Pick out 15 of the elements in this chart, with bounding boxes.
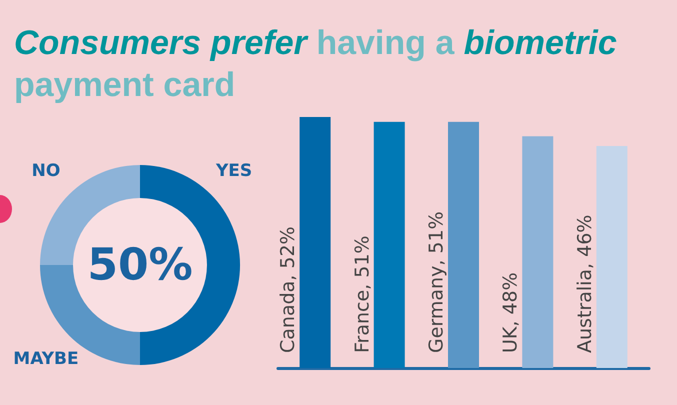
bar (522, 136, 554, 368)
data-label: UK, 48% (500, 272, 522, 353)
slice-label: NO (32, 160, 60, 181)
data-label: Australia, 46% (574, 214, 596, 353)
slice-label: MAYBE (13, 349, 79, 370)
bar (374, 122, 405, 368)
text: 50% (87, 240, 193, 290)
bar (596, 146, 628, 368)
data-label: Germany, 51% (426, 211, 448, 353)
data-label: Canada, 52% (277, 226, 300, 353)
bar (300, 117, 331, 368)
slice-label: YES (214, 160, 252, 181)
data-label: France, 51% (351, 236, 374, 353)
chart-title: Consumers prefer having a biometric payment card (14, 24, 617, 104)
bar (448, 122, 479, 368)
